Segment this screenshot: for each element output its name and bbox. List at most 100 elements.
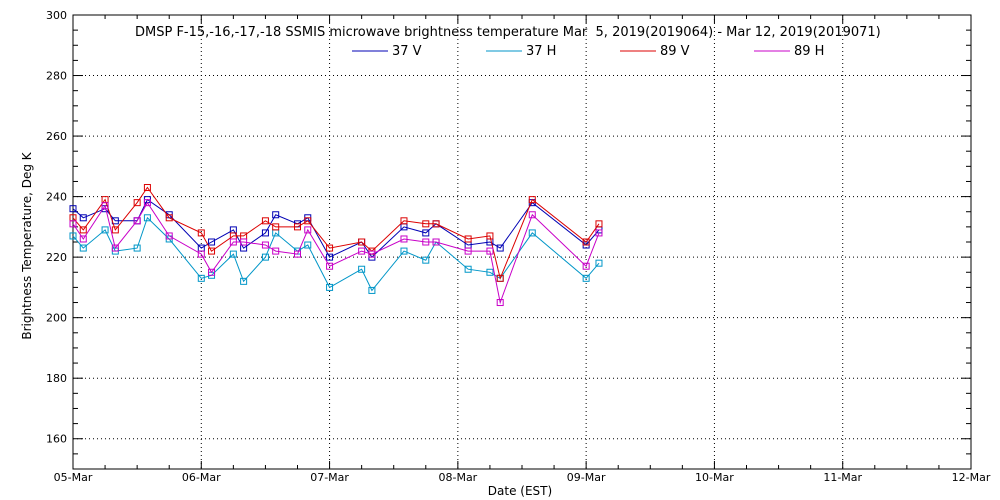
data-point bbox=[304, 217, 312, 225]
data-point bbox=[528, 229, 536, 237]
data-point bbox=[326, 262, 334, 270]
legend-item: 89 V bbox=[620, 44, 690, 59]
x-tick-label: 07-Mar bbox=[310, 471, 349, 484]
y-tick-label: 160 bbox=[46, 433, 67, 446]
data-point bbox=[133, 217, 141, 225]
series-layer bbox=[69, 184, 603, 307]
data-point bbox=[326, 283, 334, 291]
y-tick-label: 200 bbox=[46, 312, 67, 325]
data-point bbox=[528, 211, 536, 219]
data-point bbox=[261, 217, 269, 225]
grid-layer bbox=[73, 15, 971, 469]
data-point bbox=[111, 226, 119, 234]
series-89-v bbox=[69, 184, 603, 282]
data-point bbox=[486, 268, 494, 276]
x-tick-label: 09-Mar bbox=[567, 471, 606, 484]
data-point bbox=[486, 232, 494, 240]
data-point bbox=[143, 199, 151, 207]
data-point bbox=[595, 259, 603, 267]
data-point bbox=[294, 223, 301, 231]
x-axis-label: Date (EST) bbox=[488, 484, 552, 498]
data-point bbox=[165, 232, 173, 240]
data-point bbox=[595, 220, 603, 228]
data-point bbox=[101, 226, 109, 234]
legend-item: 37 H bbox=[486, 44, 556, 59]
data-point bbox=[400, 217, 408, 225]
data-point bbox=[358, 265, 366, 273]
data-point bbox=[143, 214, 151, 222]
x-tick-label: 11-Mar bbox=[823, 471, 862, 484]
data-point bbox=[582, 274, 590, 282]
data-point bbox=[197, 274, 205, 282]
data-point bbox=[111, 244, 119, 252]
data-point bbox=[400, 235, 408, 243]
data-point bbox=[79, 235, 87, 243]
data-point bbox=[79, 214, 87, 222]
legend-label: 37 H bbox=[526, 44, 556, 59]
x-tick-label: 10-Mar bbox=[695, 471, 734, 484]
data-point bbox=[79, 226, 87, 234]
data-point bbox=[197, 250, 205, 258]
data-point bbox=[422, 238, 430, 246]
legend-item: 37 V bbox=[352, 44, 422, 59]
y-tick-label: 260 bbox=[46, 130, 67, 143]
x-tick-label: 05-Mar bbox=[54, 471, 93, 484]
data-point bbox=[304, 241, 312, 249]
data-point bbox=[229, 250, 237, 258]
data-point bbox=[464, 265, 472, 273]
data-point bbox=[272, 247, 280, 255]
data-point bbox=[496, 244, 504, 252]
y-tick-label: 220 bbox=[46, 251, 67, 264]
data-point bbox=[240, 277, 248, 285]
data-point bbox=[422, 220, 430, 228]
data-point bbox=[69, 220, 77, 228]
data-point bbox=[272, 211, 280, 219]
y-tick-label: 180 bbox=[46, 372, 67, 385]
x-tick-label: 08-Mar bbox=[438, 471, 477, 484]
data-point bbox=[326, 253, 334, 261]
data-point bbox=[358, 238, 366, 246]
data-point bbox=[133, 244, 141, 252]
data-point bbox=[165, 214, 173, 222]
legend: 37 V 37 H 89 V 89 H bbox=[352, 44, 824, 59]
y-tick-label: 240 bbox=[46, 191, 67, 204]
legend-label: 89 H bbox=[794, 44, 824, 59]
data-point bbox=[143, 184, 151, 192]
data-point bbox=[133, 199, 141, 207]
y-tick-label: 280 bbox=[46, 70, 67, 83]
data-point bbox=[422, 229, 430, 237]
data-point bbox=[294, 250, 301, 258]
legend-label: 37 V bbox=[392, 44, 422, 59]
data-point bbox=[69, 205, 77, 213]
data-point bbox=[208, 238, 216, 246]
data-point bbox=[432, 220, 440, 228]
data-point bbox=[368, 286, 376, 294]
data-point bbox=[422, 256, 430, 264]
data-point bbox=[496, 299, 504, 307]
data-point bbox=[368, 250, 376, 258]
data-point bbox=[464, 235, 472, 243]
x-tick-label: 12-Mar bbox=[952, 471, 991, 484]
data-point bbox=[229, 238, 237, 246]
x-tick-label: 06-Mar bbox=[182, 471, 221, 484]
data-point bbox=[432, 238, 440, 246]
series-line bbox=[72, 186, 600, 280]
data-point bbox=[304, 226, 312, 234]
data-point bbox=[464, 247, 472, 255]
series-line bbox=[72, 201, 600, 305]
data-point bbox=[358, 247, 366, 255]
data-point bbox=[69, 232, 77, 240]
data-point bbox=[528, 196, 536, 204]
chart-title: DMSP F-15,-16,-17,-18 SSMIS microwave br… bbox=[135, 25, 881, 40]
data-point bbox=[582, 238, 590, 246]
data-point bbox=[261, 253, 269, 261]
data-point bbox=[208, 247, 216, 255]
data-point bbox=[208, 268, 216, 276]
y-axis-label: Brightness Temperature, Deg K bbox=[20, 151, 34, 339]
legend-item: 89 H bbox=[754, 44, 824, 59]
data-point bbox=[240, 238, 248, 246]
y-tick-label: 300 bbox=[46, 9, 67, 22]
series-89-h bbox=[69, 199, 603, 307]
tick-layer: 05-Mar 06-Mar 07-Mar 08-Mar 09-Mar 10-Mar 11-M… bbox=[46, 9, 991, 484]
